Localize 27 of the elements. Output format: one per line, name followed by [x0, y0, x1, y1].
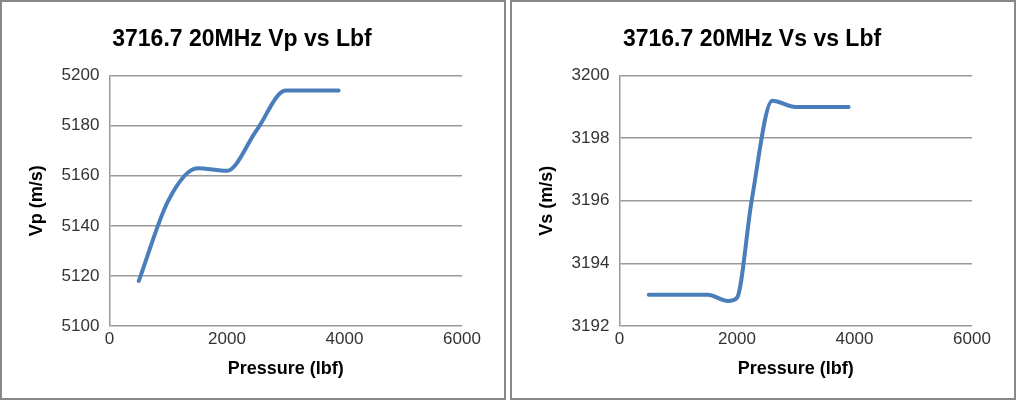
y-axis-title: Vp (m/s) [25, 165, 46, 237]
x-tick-label: 2000 [718, 328, 756, 348]
chart-title: 3716.7 20MHz Vp vs Lbf [112, 25, 373, 52]
x-axis-title: Pressure (lbf) [227, 358, 344, 379]
y-tick-label: 5160 [61, 165, 100, 185]
y-tick-label: 5100 [61, 315, 100, 335]
x-tick-label: 4000 [835, 328, 874, 348]
y-tick-label: 3192 [571, 315, 610, 335]
y-tick-label: 5140 [61, 215, 100, 235]
y-axis-title: Vs (m/s) [535, 165, 556, 236]
y-tick-label: 3194 [571, 253, 610, 273]
x-tick-label: 6000 [443, 328, 481, 348]
x-tick-label: 0 [614, 328, 625, 348]
x-tick-label: 0 [104, 328, 115, 348]
y-tick-label: 5120 [61, 265, 100, 285]
x-tick-label: 4000 [325, 328, 364, 348]
x-tick-label: 6000 [953, 328, 991, 348]
line-series [136, 88, 341, 283]
chart-title: 3716.7 20MHz Vs vs Lbf [622, 25, 882, 52]
y-tick-label: 5180 [61, 115, 100, 135]
y-tick-label: 3196 [571, 190, 610, 210]
y-tick-label: 3198 [571, 127, 610, 147]
y-tick-label: 5200 [61, 65, 100, 85]
line-series [646, 98, 851, 303]
y-tick-label: 3200 [571, 65, 610, 85]
x-tick-label: 2000 [208, 328, 246, 348]
x-axis-title: Pressure (lbf) [737, 358, 854, 379]
